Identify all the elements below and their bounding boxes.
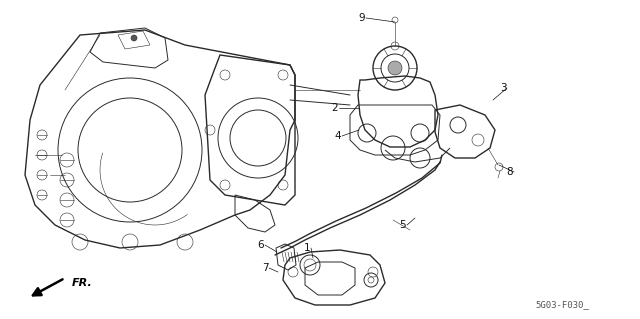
Text: 4: 4 [335, 131, 341, 141]
Text: 5: 5 [400, 220, 406, 230]
Text: FR.: FR. [72, 278, 93, 288]
Text: 9: 9 [358, 13, 365, 23]
Text: 2: 2 [332, 103, 339, 113]
Text: 5G03-F030_: 5G03-F030_ [535, 300, 589, 309]
Text: 7: 7 [262, 263, 268, 273]
Text: 6: 6 [258, 240, 264, 250]
Text: 8: 8 [507, 167, 513, 177]
Text: 3: 3 [500, 83, 506, 93]
Circle shape [131, 35, 137, 41]
Circle shape [388, 61, 402, 75]
Text: 1: 1 [304, 243, 310, 253]
